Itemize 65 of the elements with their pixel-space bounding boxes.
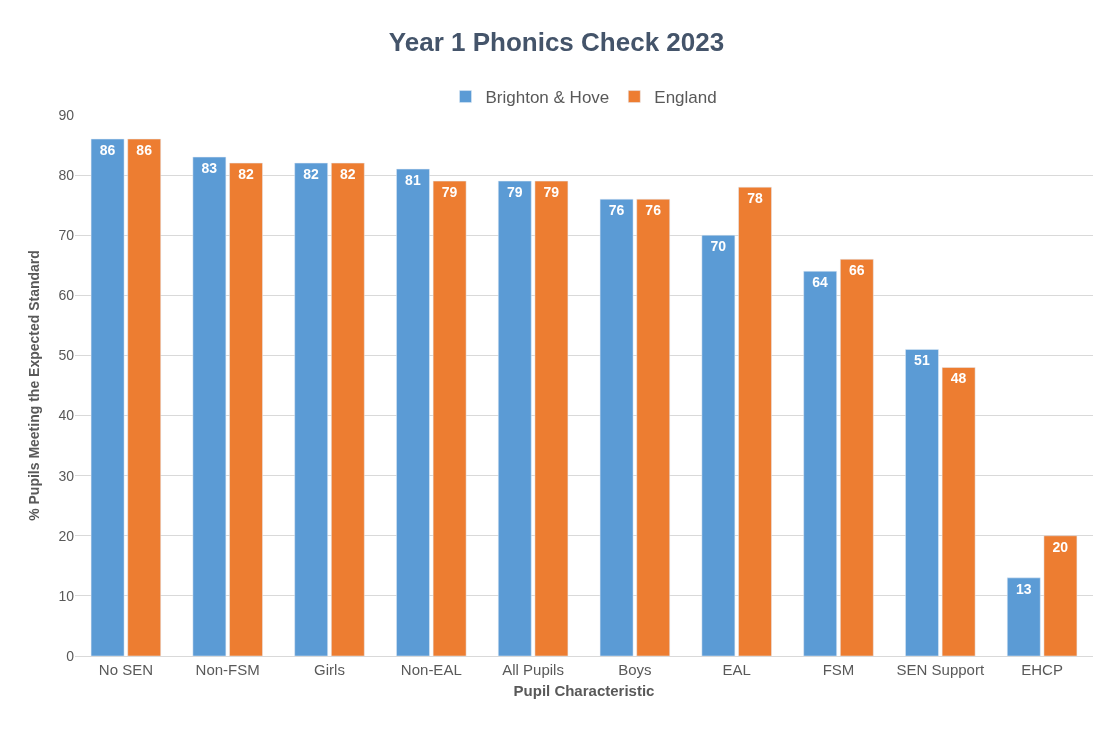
data-label: 13 (1015, 580, 1032, 597)
bar (1043, 535, 1078, 656)
x-tick-label: SEN Support (896, 661, 985, 678)
data-label: 66 (848, 262, 865, 279)
y-tick-label: 20 (58, 527, 75, 544)
data-label: 83 (201, 160, 218, 177)
bar (127, 138, 161, 656)
data-label: 76 (608, 202, 625, 219)
y-tick-label: 10 (58, 587, 75, 604)
data-label: 86 (99, 142, 116, 159)
bar (498, 180, 532, 656)
y-tick-label: 50 (58, 347, 75, 364)
x-axis-title: Pupil Characteristic (513, 682, 655, 699)
y-axis-title: % Pupils Meeting the Expected Standard (26, 250, 43, 521)
bar (599, 198, 634, 656)
data-label: 82 (238, 166, 254, 183)
data-label: 76 (645, 202, 662, 219)
x-tick-label: Non-EAL (400, 661, 462, 678)
data-label: 48 (950, 370, 967, 387)
bar (636, 198, 670, 656)
data-label: 82 (303, 166, 320, 183)
x-tick-label: EAL (722, 661, 751, 678)
data-label: 79 (543, 184, 560, 201)
x-tick-label: Girls (314, 661, 345, 678)
bar (1007, 577, 1041, 656)
bar (229, 162, 263, 656)
data-label: 64 (812, 274, 829, 291)
bar (331, 162, 365, 656)
x-tick-label: Non-FSM (195, 661, 260, 678)
data-label: 86 (136, 142, 153, 159)
data-label: 70 (710, 238, 727, 255)
x-tick-label: No SEN (98, 661, 153, 678)
y-tick-label: 90 (58, 106, 75, 123)
y-tick-label: 70 (58, 227, 75, 244)
x-tick-label: All Pupils (502, 661, 564, 678)
x-tick-label: Boys (618, 661, 652, 678)
data-label: 79 (506, 184, 523, 201)
bar (192, 156, 227, 656)
bar (905, 349, 939, 656)
bar (90, 138, 125, 656)
data-label: 79 (441, 184, 458, 201)
bar (294, 162, 328, 656)
bar (738, 186, 772, 656)
legend-label: England (654, 88, 717, 108)
data-label: 78 (747, 190, 763, 207)
bar (840, 259, 874, 656)
y-tick-label: 80 (58, 167, 75, 184)
y-tick-label: 60 (58, 287, 75, 304)
y-tick-label: 30 (58, 467, 75, 484)
bar (701, 234, 736, 656)
data-label: 82 (339, 166, 356, 183)
x-tick-label: EHCP (1021, 661, 1063, 678)
bar (941, 367, 976, 656)
y-tick-label: 0 (66, 647, 75, 664)
bar (432, 180, 467, 656)
y-tick-label: 40 (58, 407, 75, 424)
chart-title: Year 1 Phonics Check 2023 (388, 27, 725, 58)
bar (534, 180, 569, 656)
data-label: 20 (1052, 538, 1069, 555)
data-label: 51 (914, 352, 930, 369)
bar (396, 168, 430, 656)
bar (803, 271, 837, 656)
x-tick-label: FSM (822, 661, 855, 678)
legend-label: Brighton & Hove (485, 88, 610, 108)
data-label: 81 (405, 172, 421, 189)
